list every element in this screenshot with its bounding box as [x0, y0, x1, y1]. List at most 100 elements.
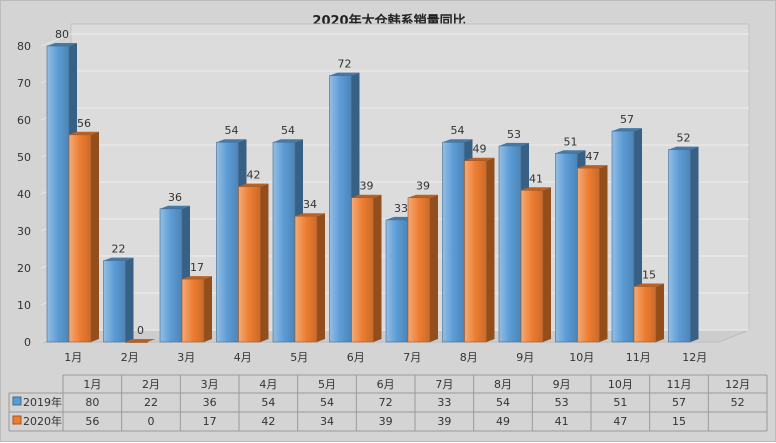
data-label: 53: [507, 128, 521, 141]
data-label: 49: [473, 143, 487, 156]
bar-top: [351, 194, 382, 198]
bar-side: [317, 213, 325, 342]
table-header-cell: 9月: [553, 378, 571, 391]
bar-front: [464, 160, 487, 343]
table-value-cell: 15: [672, 415, 686, 428]
bar-front: [407, 197, 431, 343]
bar-top: [329, 72, 360, 76]
bar-2019年-3月: [159, 205, 190, 343]
bar-2020年-5月: [294, 213, 325, 343]
bar-side: [91, 131, 99, 342]
bar-top: [442, 139, 473, 143]
y-tick-label: 50: [17, 151, 31, 164]
table-header-cell: 2月: [142, 378, 160, 391]
bar-front: [668, 149, 691, 343]
table-value-cell: 72: [379, 396, 393, 409]
x-tick-label: 10月: [569, 351, 594, 364]
table-value-cell: 54: [320, 396, 334, 409]
x-tick-label: 11月: [626, 351, 651, 364]
x-tick-label: 4月: [234, 351, 252, 364]
bar-top: [47, 43, 77, 46]
bar-front: [216, 141, 239, 343]
table-header-cell: 4月: [259, 378, 277, 391]
bar-top: [103, 257, 134, 261]
bar-front: [181, 278, 205, 343]
bar-2019年-12月: [668, 146, 699, 343]
data-label: 39: [360, 180, 374, 193]
table-value-cell: 22: [144, 396, 158, 409]
data-label: 41: [529, 172, 543, 185]
data-label: 34: [303, 198, 317, 211]
bar-2020年-7月: [407, 194, 438, 343]
bar-side: [373, 194, 382, 342]
bar-front: [125, 341, 148, 343]
y-tick-label: 70: [17, 77, 31, 90]
table-value-cell: 56: [85, 415, 99, 428]
table-header-cell: 11月: [667, 378, 692, 391]
data-label: 51: [564, 135, 578, 148]
bar-side: [599, 165, 608, 342]
bar-2020年-6月: [351, 194, 382, 343]
x-tick-label: 12月: [682, 351, 707, 364]
bar-front: [159, 208, 183, 343]
bar-2020年-1月: [68, 131, 99, 343]
bar-top: [182, 276, 212, 280]
table-value-cell: 36: [203, 396, 217, 409]
data-label: 54: [451, 124, 465, 137]
table-value-cell: 41: [555, 415, 569, 428]
bar-front: [633, 286, 657, 343]
legend-label: 2019年: [23, 395, 62, 409]
bar-2020年-2月: [125, 339, 156, 343]
bar-top: [408, 194, 438, 198]
bar-2020年-8月: [464, 157, 495, 343]
bar-top: [273, 139, 303, 143]
bar-top: [295, 213, 325, 217]
data-label: 54: [281, 124, 295, 137]
bar-front: [351, 197, 374, 343]
bar-side: [260, 183, 269, 342]
table-value-cell: 39: [437, 415, 451, 428]
table-value-cell: 52: [731, 396, 745, 409]
data-label: 47: [586, 150, 600, 163]
table-value-cell: 80: [85, 396, 99, 409]
bar-2020年-3月: [181, 276, 212, 343]
table-value-cell: 33: [437, 396, 451, 409]
bar-top: [555, 150, 586, 154]
legend-key: [12, 396, 22, 406]
table-value-cell: 54: [496, 396, 510, 409]
table-value-cell: 49: [496, 415, 510, 428]
bar-side: [656, 283, 664, 342]
table-value-cell: 0: [148, 415, 155, 428]
data-label: 42: [247, 169, 261, 182]
bar-2020年-4月: [238, 183, 269, 343]
bar-front: [272, 141, 296, 343]
bar-front: [68, 134, 92, 343]
bar-front: [329, 75, 352, 343]
bar-side: [486, 157, 495, 342]
bar-top: [577, 165, 608, 169]
bar-front: [103, 260, 126, 343]
bar-front: [555, 153, 578, 343]
bar-front: [498, 145, 522, 343]
bar-side: [690, 146, 699, 342]
table-value-cell: 34: [320, 415, 334, 428]
data-label: 39: [416, 180, 430, 193]
bar-2019年-2月: [103, 257, 134, 343]
x-tick-label: 8月: [460, 351, 478, 364]
bar-top: [668, 146, 699, 150]
x-tick-label: 5月: [290, 351, 308, 364]
bar-front: [294, 215, 318, 343]
table-header-cell: 12月: [725, 378, 750, 391]
data-label: 72: [338, 58, 352, 71]
bar-top: [521, 187, 551, 191]
data-label: 36: [168, 191, 182, 204]
x-tick-label: 2月: [121, 351, 139, 364]
y-tick-label: 20: [17, 262, 31, 275]
table-header-cell: 6月: [377, 378, 395, 391]
data-label: 57: [620, 113, 634, 126]
data-label: 52: [677, 132, 691, 145]
bar-front: [520, 190, 544, 343]
y-tick-label: 10: [17, 299, 31, 312]
y-tick-label: 0: [24, 336, 31, 349]
legend-label: 2020年: [23, 414, 62, 428]
